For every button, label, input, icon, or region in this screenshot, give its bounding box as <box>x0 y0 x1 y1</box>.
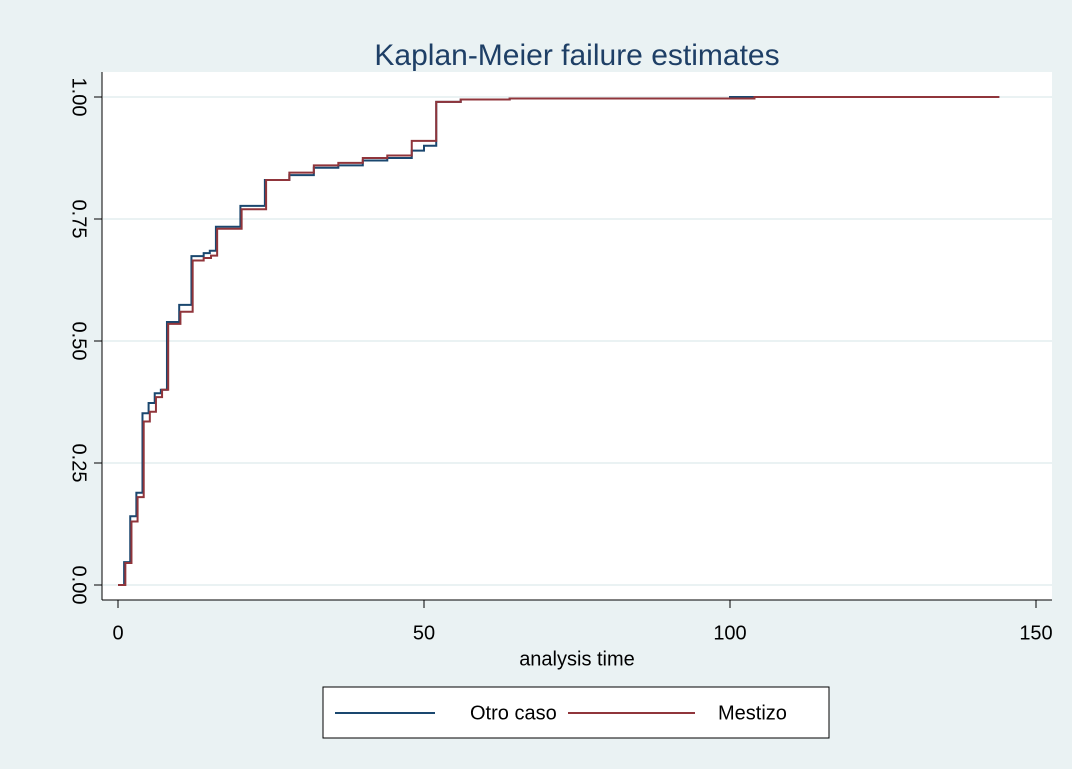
y-tick-label: 1.00 <box>68 78 90 117</box>
km-line <box>118 96 1000 586</box>
y-tick-label: 0.25 <box>68 444 90 483</box>
km-line <box>118 96 1000 586</box>
legend-label: Otro caso <box>470 702 557 724</box>
chart-title: Kaplan-Meier failure estimates <box>374 39 779 72</box>
x-tick-label: 150 <box>1019 622 1052 644</box>
x-tick-label: 0 <box>112 622 123 644</box>
plot-area <box>102 72 1052 600</box>
y-tick-label: 0.00 <box>68 566 90 605</box>
y-tick-label: 0.50 <box>68 322 90 361</box>
x-tick-label: 50 <box>413 622 435 644</box>
x-axis-title: analysis time <box>519 648 635 670</box>
x-tick-label: 100 <box>713 622 746 644</box>
y-tick-label: 0.75 <box>68 200 90 239</box>
legend-label: Mestizo <box>718 702 787 724</box>
